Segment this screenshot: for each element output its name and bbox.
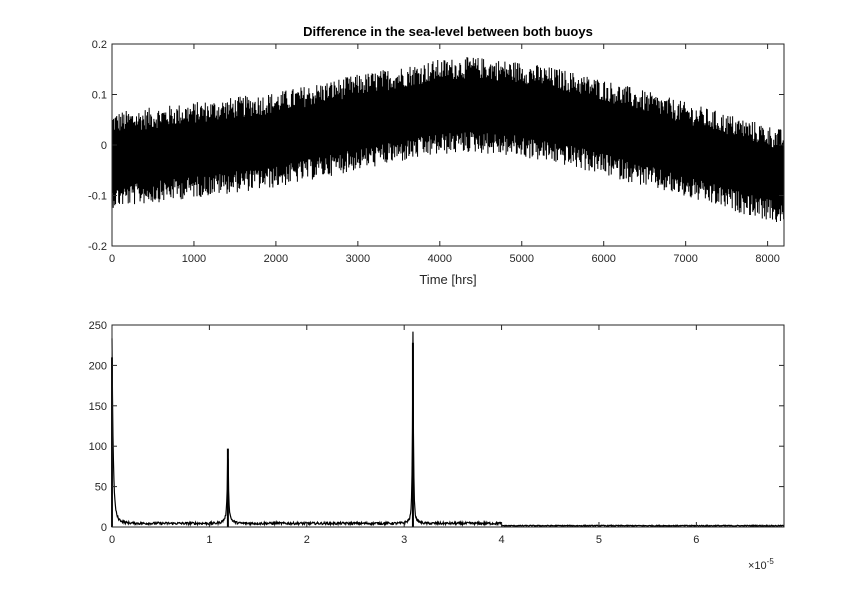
spectrum-x-tick-label: 5 (596, 534, 602, 546)
time-series-x-tick-label: 7000 (673, 253, 697, 265)
spectrum-y-tick-label: 50 (95, 482, 107, 494)
spectrum-axes: 0 1 2 3 4 5 6 0 50 100 150 200 250 ×10-5 (89, 320, 785, 572)
spectrum-ticks: 0 1 2 3 4 5 6 0 50 100 150 200 250 (89, 320, 784, 546)
spectrum-x-tick-label: 0 (109, 534, 115, 546)
spectrum-x-tick-label: 1 (206, 534, 212, 546)
time-series-x-tick-label: 1000 (182, 253, 206, 265)
spectrum-x-tick-label: 2 (304, 534, 310, 546)
spectrum-x-tick-label: 4 (499, 534, 505, 546)
sea-level-difference-line (111, 57, 785, 223)
x-axis-multiplier: ×10-5 (748, 557, 774, 572)
sea-level-difference-path (111, 57, 785, 223)
time-series-y-tick-label: -0.1 (88, 191, 107, 203)
spectrum-y-tick-label: 100 (89, 441, 107, 453)
time-series-y-tick-label: -0.2 (88, 241, 107, 253)
time-series-x-tick-label: 2000 (264, 253, 288, 265)
time-series-ticks: 0 1000 2000 3000 4000 5000 6000 7000 8000 -0.2 -0.… (88, 39, 784, 265)
time-series-x-tick-label: 3000 (346, 253, 370, 265)
spectrum-axes-box (111, 324, 785, 528)
spectrum-x-tick-label: 6 (693, 534, 699, 546)
spectrum-x-tick-label: 3 (401, 534, 407, 546)
spectrum-y-tick-label: 150 (89, 401, 107, 413)
spectrum-y-tick-label: 250 (89, 320, 107, 332)
time-series-y-tick-label: 0 (101, 140, 107, 152)
spectrum-y-tick-label: 200 (89, 360, 107, 372)
time-series-axes: Difference in the sea-level between both… (88, 24, 785, 287)
chart-title: Difference in the sea-level between both… (303, 24, 593, 39)
time-series-y-tick-label: 0.2 (92, 39, 107, 51)
time-series-x-tick-label: 8000 (755, 253, 779, 265)
spectrum-path (111, 331, 785, 528)
spectrum-y-tick-label: 0 (101, 522, 107, 534)
time-series-x-tick-label: 0 (109, 253, 115, 265)
x-axis-label: Time [hrs] (419, 272, 476, 287)
time-series-x-tick-label: 6000 (591, 253, 615, 265)
time-series-y-tick-label: 0.1 (92, 90, 107, 102)
time-series-x-tick-label: 4000 (428, 253, 452, 265)
time-series-x-tick-label: 5000 (510, 253, 534, 265)
